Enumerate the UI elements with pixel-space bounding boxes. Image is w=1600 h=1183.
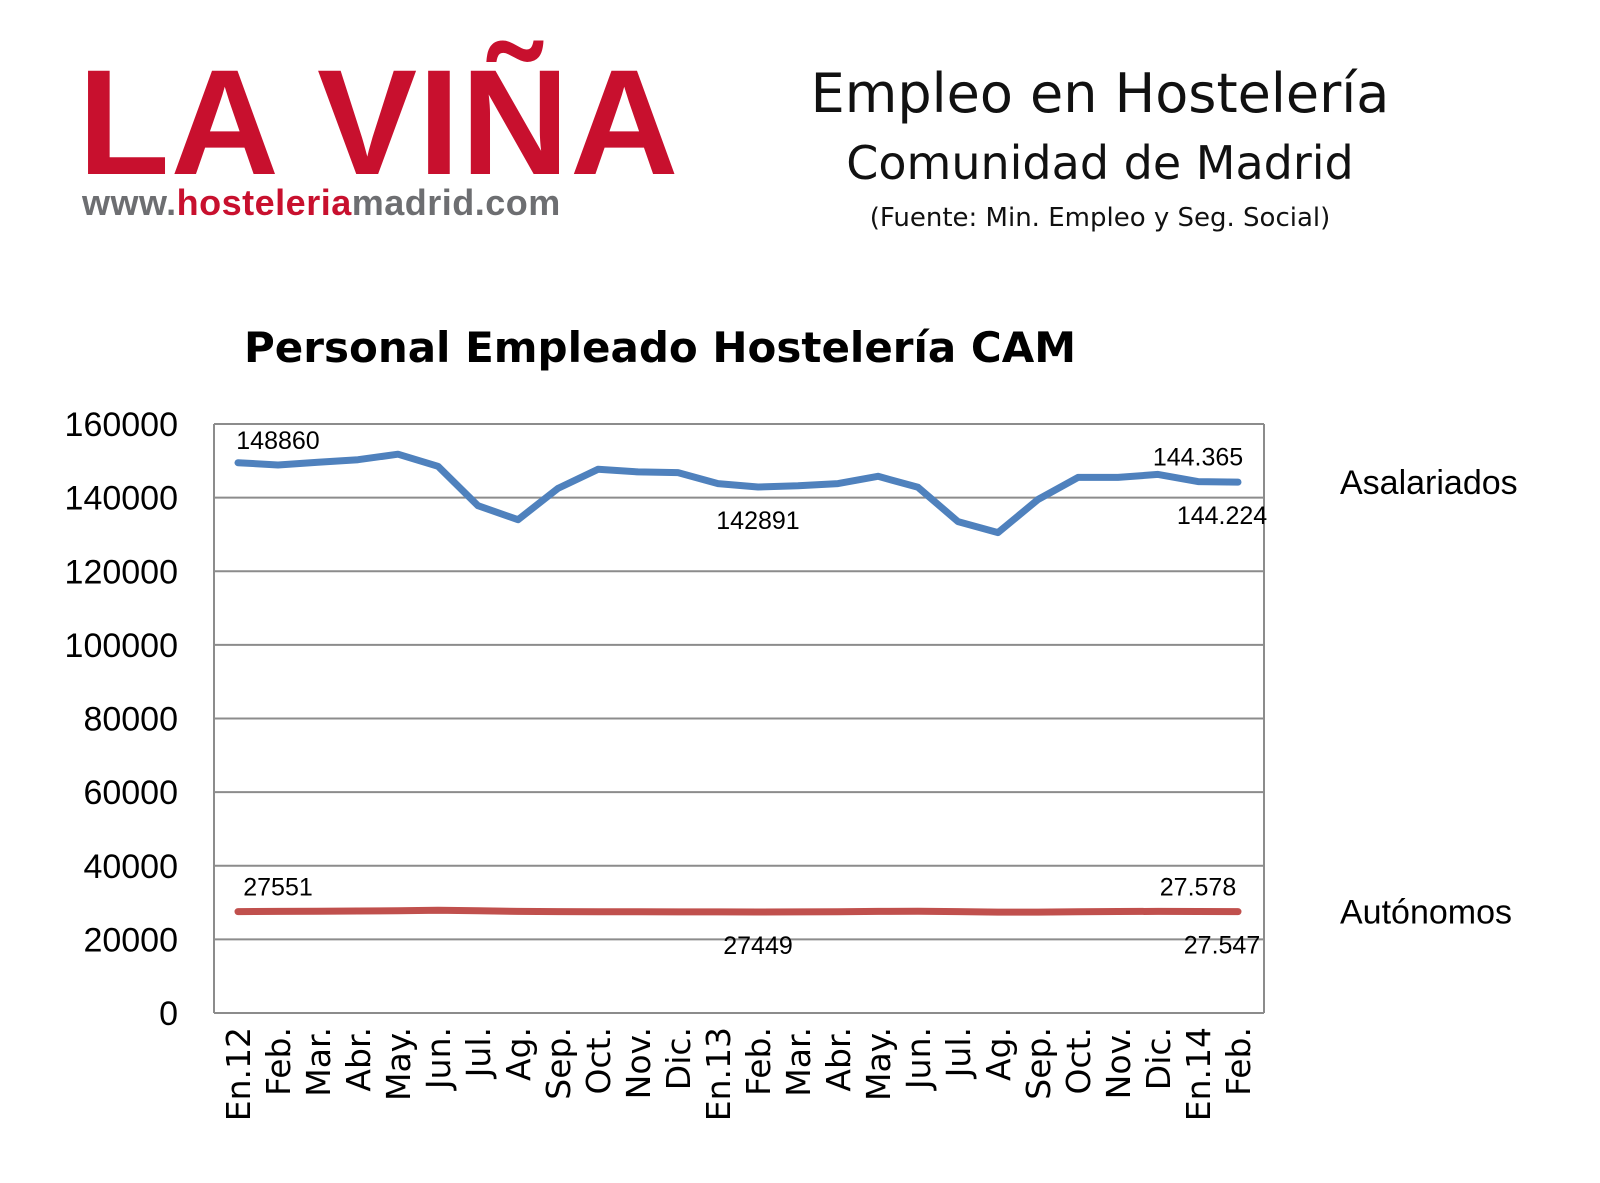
x-tick-label: Sep. [1019, 1027, 1058, 1100]
logo-url-suffix: madrid.com [351, 182, 561, 223]
data-label: 27449 [723, 932, 793, 960]
source-note: (Fuente: Min. Empleo y Seg. Social) [869, 203, 1331, 233]
x-tick-label: Feb. [1219, 1027, 1258, 1096]
x-tick-label: Dic. [659, 1027, 698, 1090]
series-label: Asalariados [1340, 464, 1518, 502]
y-tick-label: 0 [159, 995, 178, 1033]
logo-wordmark: LA VIÑA [78, 38, 680, 206]
logo: LA VIÑA www.hosteleriamadrid.com [78, 38, 680, 232]
x-tick-label: Oct. [1059, 1027, 1098, 1095]
series-line-autonomos [234, 906, 1242, 916]
x-tick-label: Mar. [299, 1027, 338, 1097]
data-label: 27551 [243, 873, 313, 901]
y-axis-ticks: 0 20000 40000 60000 80000 100000 120000 140000 1… [65, 406, 178, 1033]
chart-series [234, 450, 1242, 916]
y-tick-label: 80000 [83, 701, 178, 739]
x-tick-label: Ag. [499, 1027, 538, 1081]
data-label: 148860 [236, 427, 319, 455]
x-tick-label: Abr. [819, 1027, 858, 1092]
x-tick-label: Mar. [779, 1027, 818, 1097]
data-labels: 148860 142891 144.365 144.224 27551 27449 27.5… [236, 427, 1267, 960]
data-label: 144.365 [1153, 444, 1243, 472]
x-tick-label: Abr. [339, 1027, 378, 1092]
x-tick-label: Sep. [539, 1027, 578, 1100]
x-tick-label: Dic. [1139, 1027, 1178, 1090]
page-title: Empleo en Hostelería [810, 62, 1390, 125]
series-line-asalariados [234, 450, 1242, 537]
x-tick-label: En.13 [699, 1027, 738, 1121]
y-tick-label: 100000 [65, 627, 178, 665]
x-tick-label: May. [859, 1027, 898, 1101]
x-tick-label: Jul. [939, 1027, 978, 1079]
chart-title: Personal Empleado Hostelería CAM [244, 323, 1076, 372]
data-label: 27.547 [1184, 932, 1260, 960]
logo-url-prefix: www. [82, 182, 177, 223]
x-tick-label: Oct. [579, 1027, 618, 1095]
y-tick-label: 60000 [83, 774, 178, 812]
logo-url-highlight: hosteleria [176, 182, 352, 223]
page-subtitle: Comunidad de Madrid [846, 136, 1354, 190]
y-tick-label: 120000 [65, 553, 178, 591]
y-tick-label: 140000 [65, 480, 178, 518]
data-label: 142891 [716, 507, 799, 535]
x-tick-label: Jun. [899, 1027, 938, 1091]
chart-grid [213, 423, 1265, 1014]
data-label: 144.224 [1177, 502, 1267, 530]
x-tick-label: Feb. [259, 1027, 298, 1096]
data-label: 27.578 [1160, 873, 1236, 901]
x-tick-label: Ag. [979, 1027, 1018, 1081]
x-tick-label: Jun. [419, 1027, 458, 1091]
x-tick-label: May. [379, 1027, 418, 1101]
logo-url: www.hosteleriamadrid.com [82, 182, 561, 224]
x-axis-ticks: En.12 Feb. Mar. Abr. May. Jun. Jul. Ag. Sep. Oct.… [219, 1027, 1258, 1121]
y-tick-label: 160000 [65, 406, 178, 444]
x-tick-label: Nov. [1099, 1027, 1138, 1099]
x-tick-label: Feb. [739, 1027, 778, 1096]
y-tick-label: 20000 [83, 921, 178, 959]
x-tick-label: Nov. [619, 1027, 658, 1099]
x-tick-label: Jul. [459, 1027, 498, 1079]
x-tick-label: En.14 [1179, 1027, 1218, 1121]
header: Empleo en Hostelería Comunidad de Madrid… [760, 60, 1440, 238]
x-tick-label: En.12 [219, 1027, 258, 1121]
y-tick-label: 40000 [83, 848, 178, 886]
series-labels: Asalariados Autónomos [1340, 464, 1518, 932]
series-label: Autónomos [1340, 894, 1512, 932]
